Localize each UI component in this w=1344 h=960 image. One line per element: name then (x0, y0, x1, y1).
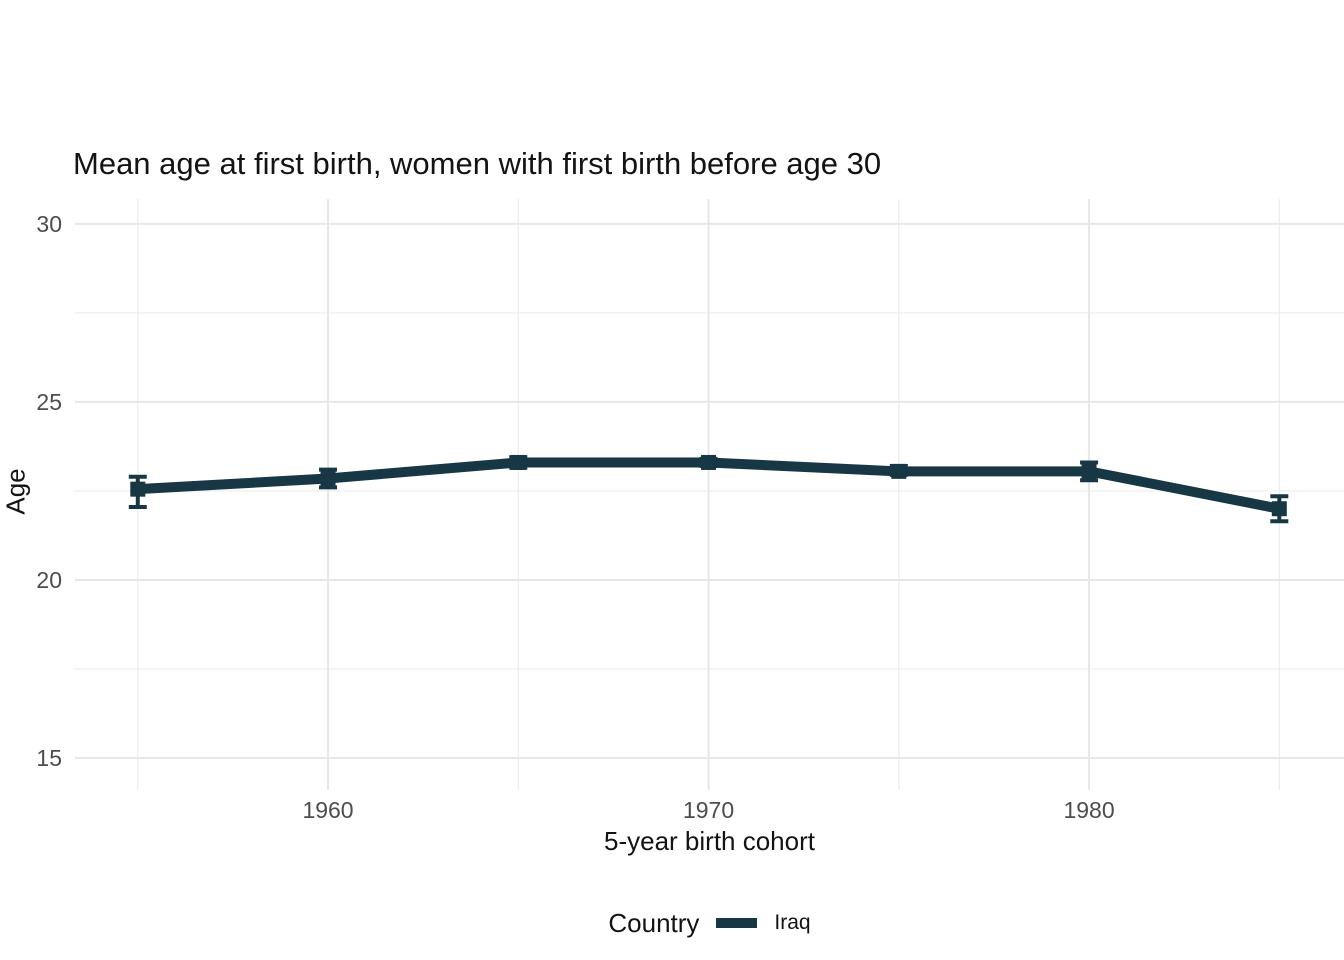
chart-title: Mean age at first birth, women with firs… (73, 146, 882, 181)
legend-title: Country (608, 907, 700, 938)
data-point-marker (1081, 463, 1097, 479)
data-point-marker (320, 470, 336, 486)
data-point-marker (510, 454, 526, 470)
plot-panel (75, 199, 1344, 790)
data-point-marker (1271, 501, 1287, 517)
x-axis-title: 5-year birth cohort (604, 826, 815, 856)
y-tick-label: 20 (36, 566, 62, 593)
data-point-marker (891, 463, 907, 479)
x-tick-label: 1980 (1063, 797, 1115, 823)
legend: Country Iraq (75, 903, 1344, 943)
y-axis-title: Age (0, 468, 31, 515)
x-tick-label: 1960 (302, 797, 354, 823)
chart-canvas (75, 199, 1344, 790)
x-tick-label: 1970 (682, 797, 735, 823)
y-tick-label: 15 (36, 744, 62, 771)
legend-line-swatch (716, 918, 758, 928)
data-point-marker (701, 454, 717, 470)
y-tick-label: 25 (36, 388, 62, 415)
y-tick-label: 30 (36, 210, 62, 237)
legend-series-label: Iraq (774, 911, 811, 934)
data-point-marker (130, 481, 146, 497)
